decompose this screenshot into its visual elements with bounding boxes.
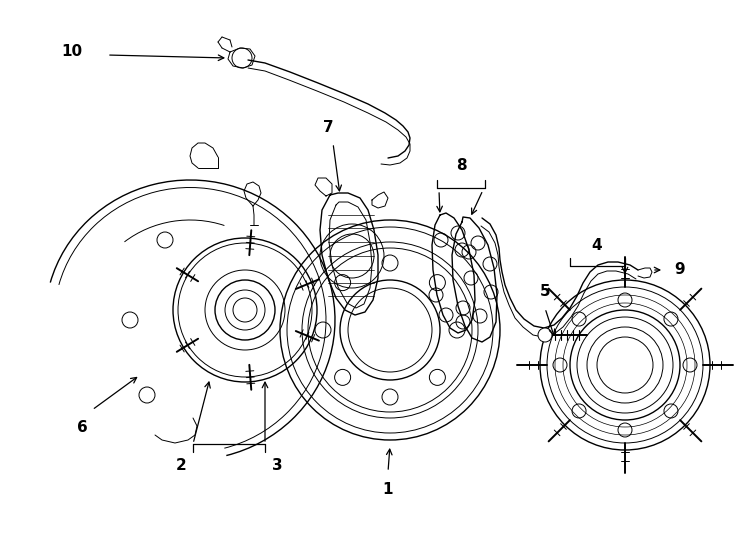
- Text: 2: 2: [175, 458, 186, 474]
- Text: 9: 9: [675, 262, 686, 278]
- Text: 6: 6: [76, 421, 87, 435]
- Text: 4: 4: [592, 239, 603, 253]
- Text: 7: 7: [323, 119, 333, 134]
- Circle shape: [538, 328, 552, 342]
- Text: 8: 8: [456, 159, 466, 173]
- Text: 5: 5: [539, 285, 550, 300]
- Text: 10: 10: [62, 44, 82, 59]
- Text: 1: 1: [382, 483, 393, 497]
- Text: 3: 3: [272, 458, 283, 474]
